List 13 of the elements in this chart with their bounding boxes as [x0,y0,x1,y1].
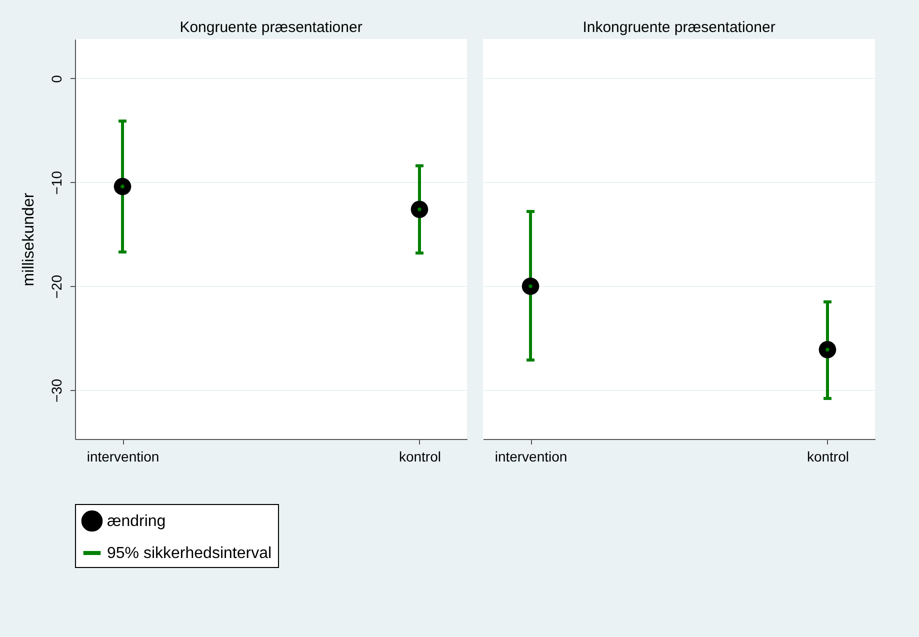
legend-label: 95% sikkerhedsinterval [107,545,272,562]
y-tick-label: −30 [48,378,64,403]
x-tick-label: intervention [494,448,568,464]
y-axis-title: millisekunder [20,192,38,286]
chart-title: Inkongruente præsentationer [582,19,776,36]
chart-title: Kongruente præsentationer [180,19,362,36]
x-tick-label: kontrol [806,448,849,464]
y-tick-label: −20 [48,274,64,299]
y-tick-label: −10 [48,170,64,195]
y-tick-label: 0 [48,74,64,83]
x-tick-label: intervention [86,448,160,464]
legend-label: ændring [107,513,166,530]
x-tick-label: kontrol [398,448,441,464]
